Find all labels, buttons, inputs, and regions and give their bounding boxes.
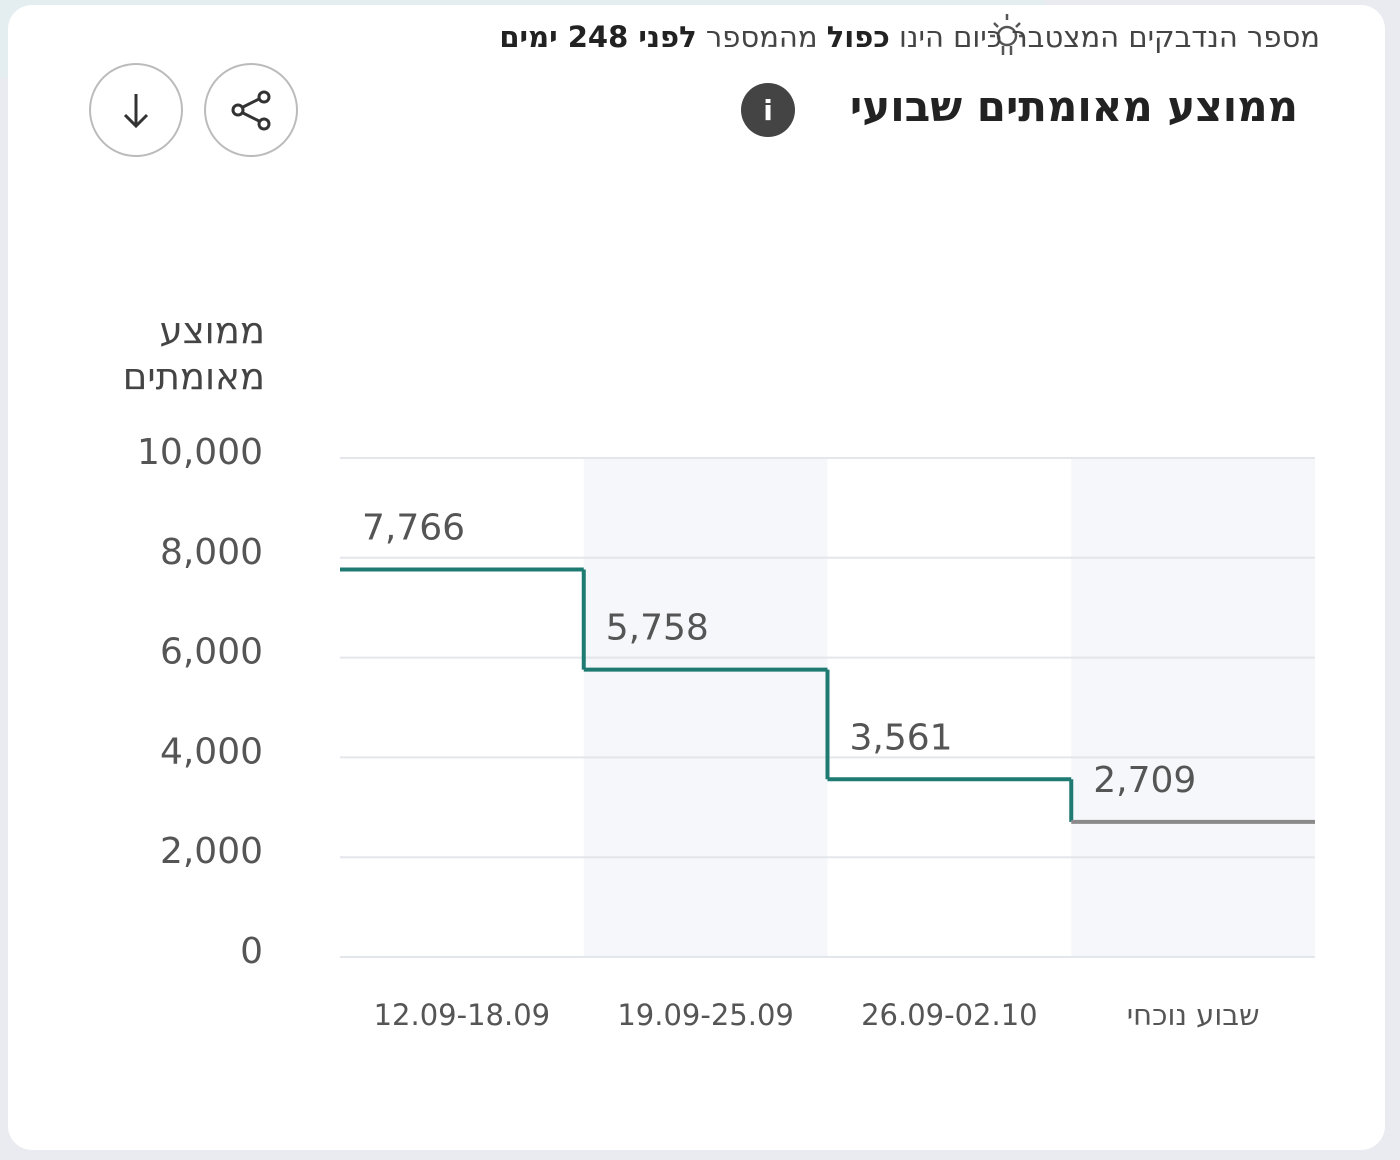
share-icon: [231, 90, 271, 131]
note-part: מספר הנדבקים המצטבר כיום הינו: [898, 20, 1320, 54]
x-tick-label: 26.09-02.10: [861, 998, 1038, 1032]
x-tick-label: 19.09-25.09: [617, 998, 794, 1032]
x-tick-label: שבוע נוכחי: [1127, 998, 1260, 1032]
share-button[interactable]: [204, 63, 298, 157]
value-label: 2,709: [1093, 760, 1196, 801]
value-label: 7,766: [362, 507, 465, 548]
band: [583, 458, 828, 957]
x-tick-label: 12.09-18.09: [374, 998, 551, 1032]
note-bold: כפול: [826, 20, 890, 54]
info-glyph: i: [763, 94, 773, 127]
chart-title: ממוצע מאומתים שבועי: [849, 82, 1298, 131]
y-tick-label: 6,000: [160, 632, 263, 673]
y-tick-label: 10,000: [137, 432, 263, 473]
value-label: 3,561: [850, 717, 953, 758]
bulb-icon: [990, 14, 1024, 55]
y-axis-label: ממוצע מאומתים: [122, 309, 265, 398]
note-part: מהמספר: [705, 20, 818, 54]
download-icon: [123, 94, 149, 129]
value-label: 5,758: [606, 608, 709, 649]
y-tick-label: 2,000: [160, 831, 263, 872]
note-bold: לפני 248 ימים: [499, 20, 697, 54]
band: [1071, 458, 1315, 957]
y-tick-label: 4,000: [160, 731, 263, 772]
y-tick-label: 8,000: [160, 532, 263, 573]
y-tick-label: 0: [240, 931, 263, 972]
info-icon[interactable]: [741, 83, 795, 137]
note-text: מספר הנדבקים המצטבר כיום הינו כפול מהמספ…: [499, 20, 1320, 54]
